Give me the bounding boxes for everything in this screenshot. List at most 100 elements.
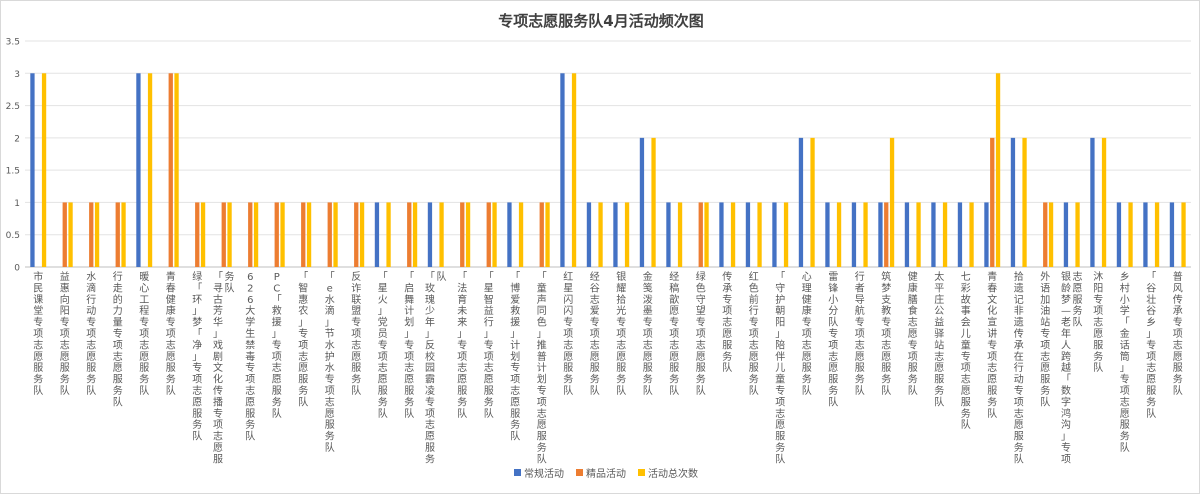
svg-text:专: 专 (802, 316, 812, 329)
svg-text:专: 专 (139, 316, 149, 329)
svg-text:」: 」 (213, 329, 223, 340)
bar-1 (136, 73, 141, 267)
svg-text:平: 平 (934, 283, 944, 294)
svg-text:」: 」 (1146, 329, 1156, 340)
svg-text:队: 队 (722, 361, 732, 374)
svg-text:梦: 梦 (192, 317, 202, 329)
svg-text:堂: 堂 (33, 305, 43, 317)
svg-text:服: 服 (1093, 339, 1103, 351)
svg-text:项: 项 (669, 328, 679, 340)
bar-2 (327, 202, 332, 267)
svg-text:专: 专 (775, 384, 785, 397)
svg-text:筑: 筑 (881, 270, 891, 283)
bar-2 (884, 202, 889, 267)
svg-text:志: 志 (563, 338, 573, 351)
svg-text:者: 者 (855, 282, 865, 294)
svg-text:愿: 愿 (378, 374, 388, 386)
svg-text:务: 务 (722, 350, 732, 363)
svg-text:队: 队 (404, 407, 414, 420)
bar-1 (719, 202, 724, 267)
svg-text:宣: 宣 (987, 316, 997, 329)
svg-text:愿: 愿 (828, 362, 838, 374)
svg-text:项: 项 (1120, 385, 1130, 397)
svg-text:援: 援 (510, 316, 520, 329)
svg-text:服: 服 (213, 453, 223, 465)
svg-text:划: 划 (510, 350, 520, 363)
svg-text:愿: 愿 (272, 374, 282, 386)
svg-text:项: 项 (510, 374, 520, 386)
svg-text:队: 队 (828, 395, 838, 408)
svg-text:救: 救 (272, 304, 282, 317)
svg-text:服: 服 (537, 431, 547, 443)
legend-label: 活动总次数 (648, 467, 698, 480)
bar-2 (354, 202, 359, 267)
svg-text:话: 话 (1120, 339, 1130, 351)
svg-text:专: 专 (325, 373, 335, 386)
svg-text:项: 项 (961, 362, 971, 374)
svg-text:瑰: 瑰 (425, 293, 435, 306)
svg-text:服: 服 (113, 374, 123, 386)
svg-text:服: 服 (33, 362, 43, 374)
y-tick-label: 1 (14, 199, 20, 209)
svg-text:服: 服 (139, 362, 149, 374)
svg-text:志: 志 (1173, 338, 1183, 351)
svg-text:队: 队 (510, 430, 520, 443)
svg-text:项: 项 (802, 328, 812, 340)
svg-text:推: 推 (537, 338, 547, 351)
svg-text:经: 经 (669, 270, 679, 283)
svg-text:愿: 愿 (510, 396, 520, 408)
bar-3 (889, 137, 895, 267)
svg-text:志: 志 (1093, 316, 1103, 329)
svg-text:」: 」 (325, 318, 335, 329)
svg-text:星: 星 (563, 282, 573, 294)
svg-text:务: 务 (1120, 430, 1130, 443)
svg-text:春: 春 (987, 282, 997, 294)
svg-text:会: 会 (961, 316, 971, 329)
bar-1 (1063, 202, 1069, 267)
svg-text:救: 救 (510, 304, 520, 317)
svg-text:志: 志 (192, 384, 202, 397)
svg-text:6: 6 (247, 295, 253, 306)
bar-3 (598, 202, 603, 267)
svg-text:务: 务 (484, 395, 494, 408)
svg-text:」: 」 (510, 329, 520, 340)
svg-text:志: 志 (113, 350, 123, 363)
svg-text:计: 计 (537, 361, 547, 374)
svg-text:联: 联 (351, 294, 361, 306)
svg-text:志: 志 (404, 361, 414, 374)
svg-text:环: 环 (192, 295, 202, 306)
bar-3 (227, 202, 232, 267)
svg-text:项: 项 (351, 328, 361, 340)
svg-text:歆: 歆 (669, 293, 679, 306)
svg-text:专: 专 (457, 338, 467, 351)
svg-text:锋: 锋 (828, 281, 838, 294)
svg-text:队: 队 (225, 281, 235, 294)
svg-text:项: 项 (616, 328, 626, 340)
bar-2 (990, 137, 995, 267)
svg-text:耀: 耀 (616, 282, 626, 294)
svg-text:务: 务 (192, 418, 202, 431)
svg-text:声: 声 (537, 293, 547, 306)
svg-text:专: 专 (590, 316, 600, 329)
svg-text:守: 守 (775, 281, 785, 294)
svg-text:愿: 愿 (802, 351, 812, 363)
svg-text:志: 志 (828, 350, 838, 363)
svg-text:水: 水 (325, 362, 335, 374)
svg-text:计: 计 (404, 304, 414, 317)
bar-3 (41, 73, 47, 267)
svg-text:愿: 愿 (987, 374, 997, 386)
svg-text:—: — (1061, 306, 1071, 317)
svg-text:队: 队 (192, 430, 202, 443)
svg-text:务: 务 (696, 373, 706, 386)
bar-3 (1154, 202, 1160, 267)
svg-text:愿: 愿 (404, 374, 414, 386)
svg-text:专: 专 (60, 316, 70, 329)
svg-text:心: 心 (802, 271, 812, 283)
